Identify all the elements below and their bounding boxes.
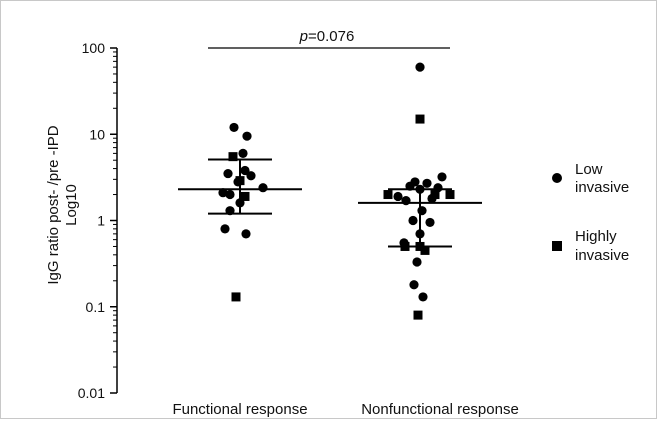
y-tick-label: 100 — [82, 40, 106, 56]
y-tick-label: 10 — [89, 126, 105, 142]
data-point-square — [231, 292, 241, 302]
legend-label-low-invasive-line1: Low — [575, 161, 603, 178]
data-point-circle — [412, 257, 422, 267]
x-category-label-functional: Functional response — [172, 401, 307, 418]
data-point-circle — [258, 183, 268, 193]
data-point-circle — [220, 224, 230, 234]
data-point-square — [415, 241, 425, 251]
data-point-circle — [225, 206, 235, 216]
data-point-circle — [405, 181, 415, 191]
y-tick-label: 0.01 — [78, 385, 105, 401]
y-tick-label: 0.1 — [86, 299, 106, 315]
data-point-circle — [422, 178, 432, 188]
y-axis-ticks: 100 10 1 0.1 0.01 — [78, 40, 117, 401]
data-points — [218, 62, 455, 320]
data-point-circle — [225, 189, 235, 200]
data-point-square — [413, 310, 423, 320]
data-point-square — [430, 190, 440, 200]
y-tick-label: 1 — [97, 213, 105, 229]
data-point-circle — [246, 171, 256, 181]
y-axis-title-line1: IgG ratio post- /pre -IPD — [45, 125, 62, 284]
data-point-circle — [415, 229, 425, 239]
data-point-square — [228, 152, 238, 162]
data-point-circle — [393, 191, 403, 202]
data-point-square — [235, 176, 245, 186]
data-point-circle — [417, 206, 427, 216]
data-point-square — [383, 190, 393, 200]
data-point-circle — [415, 184, 425, 194]
data-point-circle — [408, 215, 418, 226]
data-point-square — [400, 241, 410, 251]
data-point-circle — [418, 292, 428, 302]
data-point-circle — [241, 229, 251, 239]
data-point-circle — [433, 183, 443, 193]
p-value-annotation: p=0.076 — [208, 28, 450, 49]
p-value-symbol: p — [299, 28, 308, 45]
data-point-circle — [415, 62, 425, 72]
y-axis-title-line2: Log10 — [63, 184, 80, 226]
data-point-square — [415, 114, 425, 124]
data-point-circle — [437, 172, 447, 182]
legend-label-highly-invasive-line1: Highly — [575, 228, 617, 245]
data-point-circle — [223, 168, 233, 179]
data-point-circle — [218, 188, 228, 198]
data-point-circle — [238, 148, 248, 158]
y-axis-title: IgG ratio post- /pre -IPD Log10 — [45, 125, 80, 284]
x-category-label-nonfunctional: Nonfunctional response — [361, 401, 519, 418]
legend-marker-highly-invasive — [552, 241, 562, 251]
legend-label-low-invasive-line2: invasive — [575, 179, 629, 196]
data-point-circle — [242, 131, 252, 141]
data-point-circle — [229, 122, 239, 133]
data-point-circle — [401, 196, 411, 206]
p-value-text: p=0.076 — [299, 28, 355, 45]
x-axis-category-labels: Functional response Nonfunctional respon… — [172, 401, 518, 418]
legend: Low invasive Highly invasive — [552, 161, 629, 264]
data-point-square — [445, 190, 455, 200]
data-point-square — [240, 191, 250, 201]
data-point-circle — [425, 217, 435, 228]
data-point-square — [420, 245, 430, 255]
data-point-circle — [240, 165, 250, 176]
legend-marker-low-invasive — [552, 173, 562, 183]
legend-label-highly-invasive-line2: invasive — [575, 247, 629, 264]
data-point-circle — [409, 280, 419, 290]
p-value-number: =0.076 — [308, 28, 354, 45]
